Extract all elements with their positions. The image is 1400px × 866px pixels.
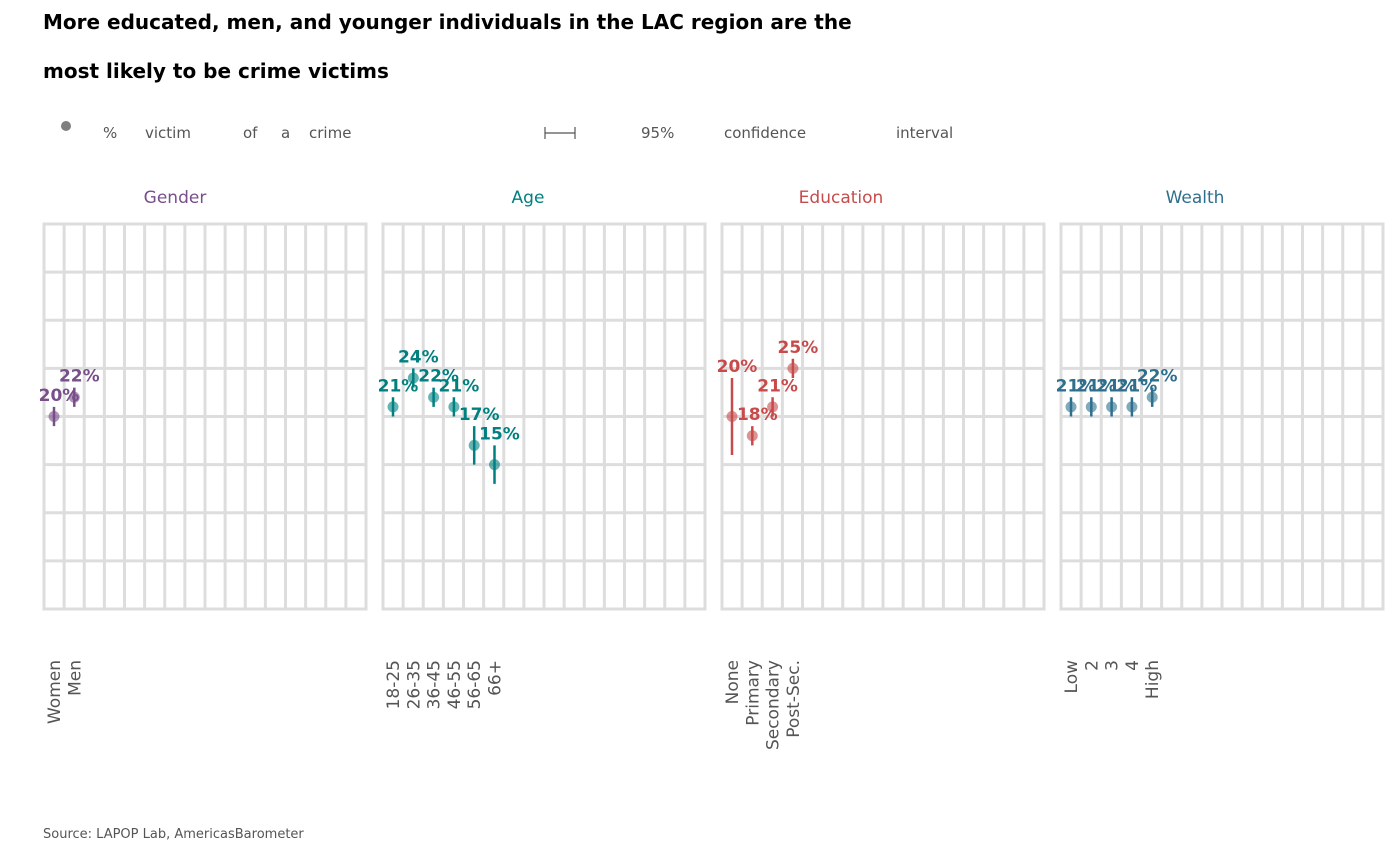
legend-ci-word: confidence: [724, 124, 807, 142]
legend-ci-icon: [544, 127, 576, 139]
panel-age: Age 21% 18-25 24% 26-35 22% 36-45 21% 46-55 17% 56…: [378, 188, 707, 709]
data-label: 15%: [479, 424, 520, 444]
data-point: [1106, 401, 1118, 413]
data-point: [68, 391, 80, 403]
data-point: [387, 401, 399, 413]
data-point: [407, 372, 419, 384]
data-point: [726, 411, 738, 422]
data-label: 21%: [1056, 376, 1097, 396]
legend-point-word: victim: [145, 124, 191, 142]
category-label: 26-35: [404, 660, 424, 709]
category-label: 2: [1082, 660, 1102, 671]
data-point: [428, 391, 440, 403]
chart-title-line2: most likely to be crime victims: [43, 59, 389, 83]
legend-point-word: crime: [309, 124, 352, 142]
source-note: Source: LAPOP Lab, AmericasBarometer: [43, 827, 304, 842]
data-point: [1085, 401, 1097, 413]
data-point: [767, 401, 779, 413]
data-label: 21%: [757, 376, 798, 396]
data-point: [787, 362, 799, 374]
data-point: [1065, 401, 1077, 413]
data-label: 22%: [1137, 367, 1178, 387]
category-label: Secondary: [764, 660, 784, 750]
category-label: 3: [1103, 660, 1123, 671]
data-label: 21%: [1117, 376, 1158, 396]
data-label: 21%: [1096, 376, 1137, 396]
data-label: 21%: [378, 376, 419, 396]
data-point: [1126, 401, 1138, 413]
data-point: [1146, 391, 1158, 403]
data-point: [746, 430, 758, 442]
panel-title: Age: [512, 188, 545, 208]
data-label: 18%: [737, 405, 778, 425]
data-label: 22%: [418, 367, 459, 387]
category-label: Men: [65, 660, 85, 696]
category-label: Post-Sec.: [784, 660, 804, 738]
panel-wealth: Wealth 21% Low 21% 2 21% 3 21% 4 22% High: [1056, 188, 1385, 699]
panel-education: Education 20% None 18% Primary 21% Secondary 25…: [717, 188, 1046, 750]
category-label: 66+: [486, 660, 506, 696]
panel-title: Gender: [144, 188, 207, 208]
data-label: 22%: [59, 367, 100, 387]
data-point: [448, 401, 460, 413]
category-label: 46-55: [445, 660, 465, 709]
category-label: Low: [1062, 660, 1082, 694]
category-label: None: [723, 660, 743, 704]
category-label: Primary: [743, 660, 763, 726]
panel-gender: Gender 20% Women 22% Men: [39, 188, 368, 724]
category-label: 4: [1123, 660, 1143, 671]
data-label: 20%: [717, 357, 758, 377]
data-label: 24%: [398, 347, 439, 367]
data-point: [489, 459, 500, 471]
legend-point-icon: [61, 121, 71, 131]
category-label: 56-65: [465, 660, 485, 709]
data-label: 17%: [459, 405, 500, 425]
legend-point-word: of: [243, 124, 258, 142]
data-label: 21%: [1076, 376, 1117, 396]
data-label: 21%: [439, 376, 480, 396]
legend-ci-word: 95%: [641, 124, 675, 142]
category-label: High: [1143, 660, 1163, 699]
panel-title: Wealth: [1166, 188, 1225, 208]
data-point: [48, 411, 60, 422]
legend-point-word: %: [103, 124, 118, 142]
panel-title: Education: [799, 188, 884, 208]
data-point: [468, 439, 480, 451]
legend-point-word: a: [281, 124, 291, 142]
data-label: 25%: [778, 338, 819, 358]
legend-ci-word: interval: [896, 124, 954, 142]
category-label: Women: [45, 660, 65, 724]
category-label: 18-25: [384, 660, 404, 709]
data-label: 20%: [39, 386, 80, 406]
category-label: 36-45: [425, 660, 445, 709]
chart-title-line1: More educated, men, and younger individu…: [43, 10, 852, 34]
